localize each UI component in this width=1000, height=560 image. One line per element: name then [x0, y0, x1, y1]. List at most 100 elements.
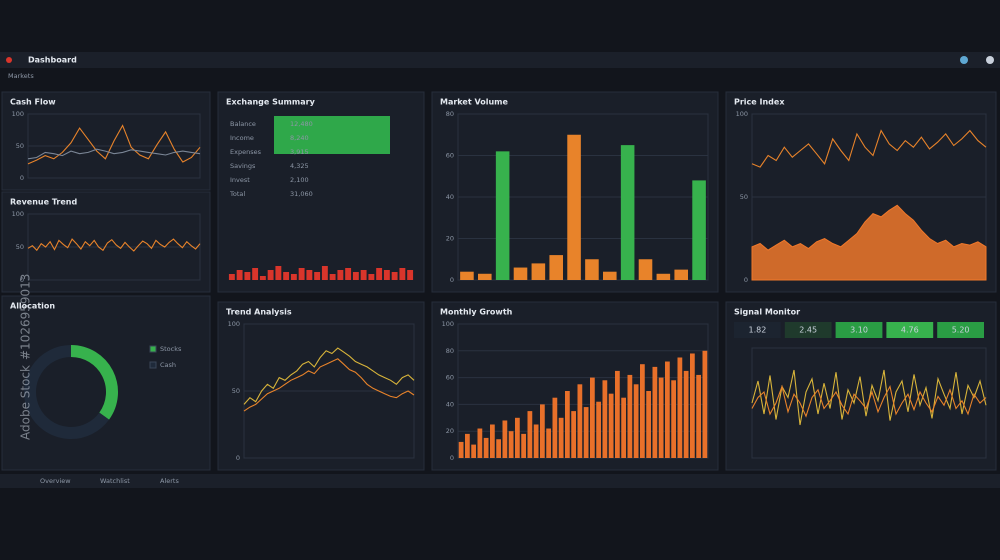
- status-box[interactable]: [937, 322, 984, 338]
- bar: [658, 377, 664, 458]
- status-box[interactable]: [734, 322, 781, 338]
- y-tick-label: 50: [16, 243, 24, 251]
- footer-tab[interactable]: Watchlist: [100, 477, 130, 485]
- y-tick-label: 80: [446, 110, 454, 118]
- bar: [527, 411, 533, 458]
- panel-title: Revenue Trend: [10, 198, 77, 207]
- bar: [702, 350, 708, 458]
- bar: [585, 259, 599, 280]
- footer-tab[interactable]: Alerts: [160, 477, 179, 485]
- y-tick-label: 0: [450, 454, 454, 462]
- bar: [252, 268, 259, 280]
- bar: [640, 364, 645, 458]
- bar: [665, 361, 670, 458]
- bar: [290, 274, 297, 280]
- panel-title: Allocation: [10, 302, 55, 311]
- y-tick-label: 50: [740, 193, 748, 201]
- table-value: 8,240: [290, 134, 309, 142]
- bar: [490, 424, 495, 458]
- app-title: Dashboard: [28, 56, 77, 65]
- status-box[interactable]: [835, 322, 883, 338]
- panel-title: Market Volume: [440, 98, 508, 107]
- y-tick-label: 100: [12, 210, 24, 218]
- bar: [360, 270, 367, 280]
- bar: [275, 266, 282, 280]
- footer-tab[interactable]: Overview: [40, 477, 71, 485]
- bar: [306, 270, 313, 280]
- watermark: Adobe Stock: [19, 365, 33, 440]
- y-tick-label: 0: [450, 276, 454, 284]
- y-tick-label: 60: [446, 374, 454, 382]
- top-bar: [0, 52, 1000, 68]
- bar: [399, 268, 406, 280]
- table-label: Income: [230, 134, 254, 142]
- line: [751, 384, 987, 418]
- panel-title: Trend Analysis: [226, 308, 292, 317]
- bar: [683, 370, 689, 458]
- section-label: Markets: [8, 72, 34, 80]
- bar: [508, 431, 514, 458]
- bar: [407, 270, 414, 280]
- bar: [345, 268, 352, 280]
- bar: [546, 428, 551, 458]
- bar: [696, 374, 701, 458]
- donut-slice: [24, 345, 110, 439]
- bar: [692, 180, 706, 280]
- bar: [567, 134, 581, 280]
- bar: [352, 272, 359, 280]
- legend-label: Cash: [160, 361, 176, 369]
- panel-title: Cash Flow: [10, 98, 56, 107]
- y-tick-label: 20: [446, 235, 454, 243]
- bar: [228, 274, 235, 280]
- bar: [495, 151, 510, 280]
- bar: [383, 270, 390, 280]
- bar: [671, 380, 676, 458]
- y-tick-label: 0: [20, 276, 24, 284]
- y-tick-label: 0: [236, 454, 240, 462]
- y-tick-label: 40: [446, 193, 454, 201]
- bar: [652, 366, 658, 458]
- bar: [674, 269, 688, 280]
- close-button[interactable]: [986, 56, 994, 64]
- bar: [558, 417, 564, 458]
- table-value: 31,060: [290, 190, 313, 198]
- status-box[interactable]: [886, 322, 934, 338]
- status-box[interactable]: [784, 322, 832, 338]
- panel-title: Exchange Summary: [226, 98, 316, 107]
- bar: [259, 276, 266, 280]
- bar: [298, 268, 305, 280]
- status-value: 1.82: [748, 326, 766, 335]
- table-value: 4,325: [290, 162, 309, 170]
- bar: [283, 272, 290, 280]
- table-label: Expenses: [230, 148, 262, 156]
- bar: [483, 437, 489, 458]
- bar: [565, 391, 570, 458]
- bar: [496, 439, 501, 458]
- table-label: Savings: [230, 162, 256, 170]
- app-icon: [6, 57, 12, 63]
- panel-title: Signal Monitor: [734, 308, 800, 317]
- y-tick-label: 20: [446, 427, 454, 435]
- bar: [460, 271, 474, 280]
- bar: [552, 397, 558, 458]
- highlight: [274, 116, 390, 154]
- status-value: 5.20: [952, 326, 970, 335]
- bar: [677, 357, 683, 458]
- panel-title: Monthly Growth: [440, 308, 513, 317]
- bar: [620, 145, 635, 280]
- y-tick-label: 0: [744, 276, 748, 284]
- bar: [608, 393, 614, 458]
- stock-id: #1026959013: [19, 274, 33, 360]
- y-tick-label: 100: [228, 320, 240, 328]
- y-tick-label: 100: [736, 110, 748, 118]
- avatar[interactable]: [960, 56, 968, 64]
- table-label: Invest: [230, 176, 250, 184]
- area: [751, 204, 987, 281]
- bar: [477, 428, 483, 458]
- panel-title: Price Index: [734, 98, 785, 107]
- bar: [633, 384, 639, 458]
- bar: [590, 377, 595, 458]
- y-tick-label: 50: [232, 387, 240, 395]
- donut-slice: [70, 345, 118, 420]
- legend-label: Stocks: [160, 345, 182, 353]
